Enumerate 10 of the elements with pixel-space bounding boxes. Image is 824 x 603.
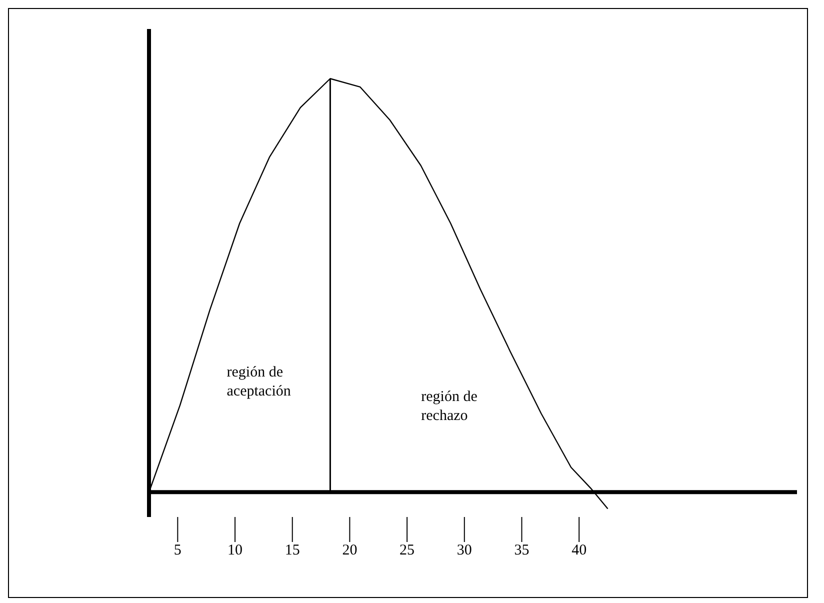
x-tick-label: 10 [228, 542, 243, 559]
x-tick-label: 40 [572, 542, 587, 559]
x-tick-label: 5 [174, 542, 182, 559]
x-tick-label: 30 [456, 542, 472, 559]
annotation: región de rechazo [421, 389, 478, 424]
x-tick-label: 20 [342, 542, 358, 559]
x-tick-label: 15 [284, 542, 300, 559]
x-tick-label: 35 [514, 542, 530, 559]
annotation: región de aceptación [226, 364, 292, 400]
x-tick-label: 25 [400, 542, 415, 559]
